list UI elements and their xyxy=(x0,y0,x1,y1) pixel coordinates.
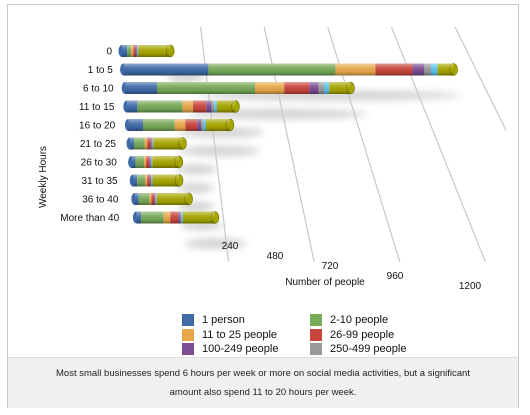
grid-line xyxy=(327,26,401,263)
chart-area: 240 480 720 960 1200 0 1 to 5 6 to 10 11 to 15 1… xyxy=(22,17,506,370)
bar-gloss xyxy=(134,193,189,205)
legend-label: 100-249 people xyxy=(202,343,279,355)
x-tick-label: 240 xyxy=(222,241,239,252)
legend-label: 11 to 25 people xyxy=(202,328,278,341)
y-tick-label: 11 to 15 xyxy=(79,102,115,113)
legend-item: 2-10 people xyxy=(310,313,388,327)
bar-row xyxy=(123,100,240,113)
y-tick-label: 26 to 30 xyxy=(81,158,118,169)
caption-line-1: Most small businesses spend 6 hours per … xyxy=(56,368,470,379)
bar-gloss xyxy=(126,100,236,113)
y-axis-title: Weekly Hours xyxy=(38,146,49,208)
bar-row xyxy=(129,174,184,187)
bar-row xyxy=(124,118,235,132)
legend-item: 100-249 people xyxy=(182,342,278,356)
bar-row xyxy=(126,137,187,150)
legend-label: 2-10 people xyxy=(330,314,389,326)
legend-label: 250-499 people xyxy=(330,343,407,355)
bar-gloss xyxy=(122,45,171,57)
bars-layer xyxy=(118,44,458,224)
bar-gloss xyxy=(128,119,230,131)
legend-label: 26-99 people xyxy=(330,328,395,341)
bar-shadow xyxy=(175,164,218,175)
legend-item: 11 to 25 people xyxy=(182,328,277,342)
x-tick-label: 1200 xyxy=(459,281,482,292)
legend-item: 26-99 people xyxy=(310,328,394,342)
y-tick-label: 31 to 35 xyxy=(81,176,118,187)
legend-swatch xyxy=(182,314,194,326)
bar-gloss xyxy=(136,211,215,224)
legend-swatch xyxy=(310,314,322,326)
chart-svg: 240 480 720 960 1200 0 1 to 5 6 to 10 11 to 15 1… xyxy=(38,26,506,292)
bar-gloss xyxy=(123,63,454,76)
bar-row xyxy=(131,192,193,206)
y-tick-label: More than 40 xyxy=(60,213,119,224)
bar-row xyxy=(118,44,175,58)
y-tick-label: 21 to 25 xyxy=(80,139,117,150)
legend-item: 1 person xyxy=(182,313,245,327)
legend-label: 1 person xyxy=(202,314,245,326)
labels-layer: 0 1 to 5 6 to 10 11 to 15 16 to 20 21 to 25 26… xyxy=(60,47,119,225)
bar-gloss xyxy=(133,174,180,187)
y-tick-label: 0 xyxy=(106,47,112,58)
bar-shadow xyxy=(178,146,260,156)
x-tick-label: 480 xyxy=(267,251,284,262)
legend-swatch xyxy=(182,343,194,355)
bar-shadow xyxy=(176,183,215,193)
caption-line-2: amount also spend 11 to 20 hours per wee… xyxy=(169,387,357,398)
caption: Most small businesses spend 6 hours per … xyxy=(8,357,518,408)
legend-swatch xyxy=(182,328,194,341)
y-tick-label: 6 to 10 xyxy=(83,84,114,95)
y-tick-label: 1 to 5 xyxy=(88,65,113,76)
bar-shadow xyxy=(184,238,247,249)
legend-swatch xyxy=(310,343,322,355)
grid-line xyxy=(454,26,506,132)
grid-line xyxy=(263,26,315,263)
legend-swatch xyxy=(310,328,322,341)
bar-row xyxy=(132,211,220,224)
x-tick-label: 720 xyxy=(322,261,339,272)
bar-row xyxy=(121,81,355,95)
bar-row xyxy=(128,155,184,169)
x-tick-label: 960 xyxy=(387,271,404,282)
legend-item: 250-499 people xyxy=(310,342,406,356)
bar-gloss xyxy=(130,137,183,150)
bar-gloss xyxy=(125,82,351,94)
grid-line xyxy=(390,26,486,263)
chart-frame: 240 480 720 960 1200 0 1 to 5 6 to 10 11 to 15 1… xyxy=(7,4,519,408)
x-axis-title: Number of people xyxy=(285,277,365,288)
y-tick-label: 36 to 40 xyxy=(82,195,119,206)
bar-gloss xyxy=(131,156,179,168)
y-tick-label: 16 to 20 xyxy=(79,121,116,132)
bar-row xyxy=(120,63,458,76)
